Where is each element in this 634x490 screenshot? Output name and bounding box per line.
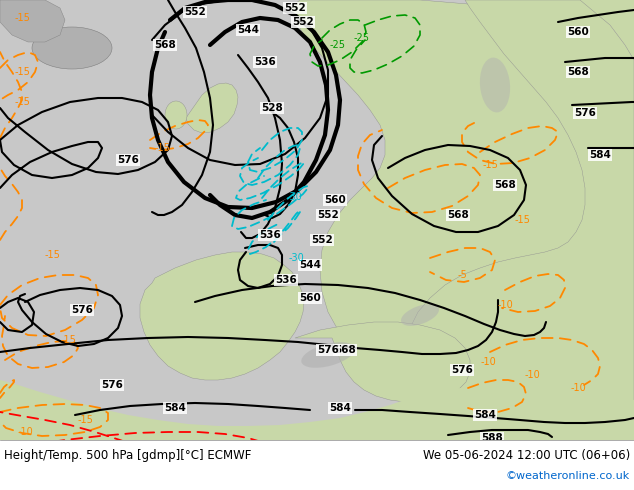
Text: 568: 568 [567, 67, 589, 77]
Text: 568: 568 [334, 345, 356, 355]
Text: 552: 552 [292, 17, 314, 27]
Text: 568: 568 [447, 210, 469, 220]
Text: 576: 576 [71, 305, 93, 315]
Text: 584: 584 [329, 403, 351, 413]
Text: -15: -15 [14, 67, 30, 77]
Text: -15: -15 [514, 215, 530, 225]
Text: -15: -15 [77, 415, 93, 425]
Polygon shape [0, 380, 634, 440]
Text: 576: 576 [117, 155, 139, 165]
Text: -10: -10 [17, 427, 33, 437]
Text: 552: 552 [184, 7, 206, 17]
Text: 576: 576 [317, 345, 339, 355]
Polygon shape [140, 252, 304, 380]
Text: 552: 552 [317, 210, 339, 220]
Text: 568: 568 [494, 180, 516, 190]
Text: 560: 560 [324, 195, 346, 205]
Text: -25: -25 [330, 40, 346, 50]
Ellipse shape [401, 304, 439, 326]
Text: 568: 568 [154, 40, 176, 50]
Text: 584: 584 [474, 410, 496, 420]
Text: 528: 528 [261, 103, 283, 113]
Text: 560: 560 [299, 293, 321, 303]
Text: -15: -15 [14, 97, 30, 107]
Text: -5: -5 [457, 270, 467, 280]
Text: 536: 536 [254, 57, 276, 67]
Bar [0, 440, 634, 490]
Polygon shape [295, 322, 470, 402]
Text: 588: 588 [481, 433, 503, 443]
Polygon shape [355, 0, 634, 60]
Polygon shape [290, 0, 628, 378]
Text: 536: 536 [259, 230, 281, 240]
Text: 552: 552 [311, 235, 333, 245]
Text: -10: -10 [524, 370, 540, 380]
Text: 560: 560 [567, 27, 589, 37]
Ellipse shape [165, 101, 187, 129]
Text: 576: 576 [101, 380, 123, 390]
Text: 584: 584 [589, 150, 611, 160]
Ellipse shape [301, 342, 354, 368]
Text: Height/Temp. 500 hPa [gdmp][°C] ECMWF: Height/Temp. 500 hPa [gdmp][°C] ECMWF [4, 449, 251, 463]
Text: -10: -10 [480, 357, 496, 367]
Ellipse shape [32, 27, 112, 69]
Text: -15: -15 [482, 160, 498, 170]
Text: -10: -10 [570, 383, 586, 393]
Text: 592: 592 [537, 445, 559, 455]
Text: 576: 576 [451, 365, 473, 375]
Text: ©weatheronline.co.uk: ©weatheronline.co.uk [506, 471, 630, 481]
Text: -15: -15 [14, 13, 30, 23]
Text: 536: 536 [275, 275, 297, 285]
Text: -10: -10 [497, 300, 513, 310]
Text: -30: -30 [288, 253, 304, 263]
Text: We 05-06-2024 12:00 UTC (06+06): We 05-06-2024 12:00 UTC (06+06) [423, 449, 630, 463]
Text: 584: 584 [164, 403, 186, 413]
Text: 544: 544 [299, 260, 321, 270]
Text: -15: -15 [44, 250, 60, 260]
Text: -15: -15 [154, 143, 170, 153]
Text: 544: 544 [237, 25, 259, 35]
Text: -5: -5 [593, 455, 603, 465]
Text: -30: -30 [286, 192, 302, 202]
Polygon shape [408, 0, 634, 440]
Polygon shape [0, 0, 65, 42]
Text: -15: -15 [60, 335, 76, 345]
Text: -5: -5 [35, 463, 45, 473]
Polygon shape [186, 83, 238, 133]
Text: 576: 576 [574, 108, 596, 118]
Text: 552: 552 [284, 3, 306, 13]
Text: -25: -25 [354, 33, 370, 43]
Ellipse shape [480, 57, 510, 112]
Bar [0, 0, 634, 440]
